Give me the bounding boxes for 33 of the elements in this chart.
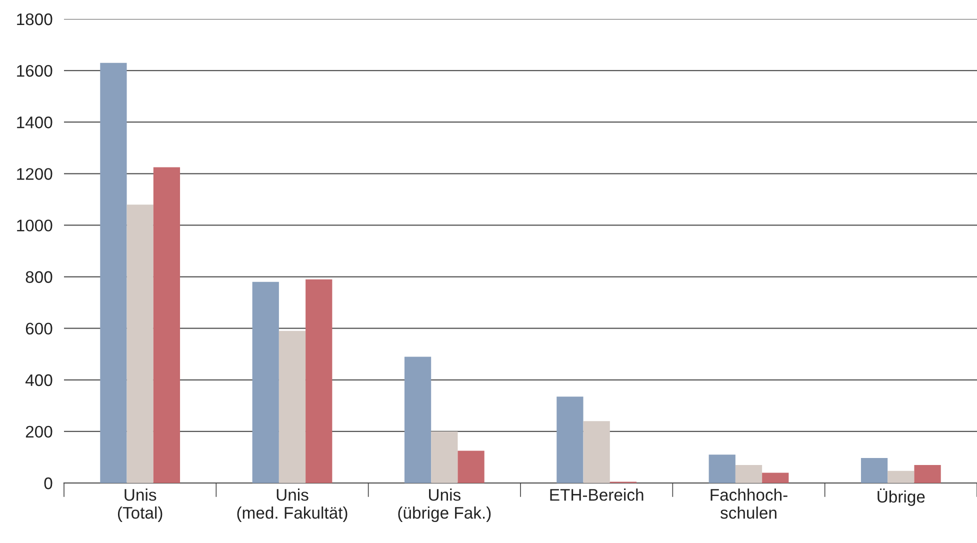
y-tick-label: 1600 (17, 64, 52, 77)
x-tick-label: Fachhoch- schulen (710, 488, 788, 519)
bar (100, 62, 127, 483)
y-tick-label: 600 (26, 322, 52, 335)
y-tick-label: 1200 (17, 168, 52, 180)
bar (404, 356, 432, 483)
x-tick-label: ETH-Bereich (550, 488, 644, 501)
bar (735, 464, 762, 483)
y-tick-label: 200 (26, 426, 52, 438)
x-tick-label: Unis (med. Fakultät) (237, 488, 348, 522)
x-tick-label: Unis (Total) (118, 488, 162, 522)
x-tick-label: Unis (übrige Fak.) (398, 488, 491, 522)
bar (556, 396, 584, 483)
bar (126, 204, 154, 483)
y-tick-label: 0 (44, 477, 52, 490)
bar (914, 464, 941, 483)
bar (306, 279, 332, 483)
bar (153, 167, 180, 483)
x-tick-label: Übrige (878, 488, 925, 506)
bar (458, 450, 484, 483)
y-tick-label: 800 (26, 271, 52, 283)
bar (583, 421, 610, 483)
y-tick-label: 1800 (17, 13, 52, 26)
bar (252, 282, 279, 483)
y-tick-label: 400 (25, 374, 52, 386)
y-tick-label: 1000 (17, 220, 52, 232)
bar (278, 330, 306, 483)
y-tick-label: 1400 (17, 116, 52, 128)
bar (431, 431, 458, 483)
bar (860, 458, 888, 483)
bar (708, 454, 736, 483)
bar (762, 472, 789, 483)
bar (888, 470, 914, 483)
